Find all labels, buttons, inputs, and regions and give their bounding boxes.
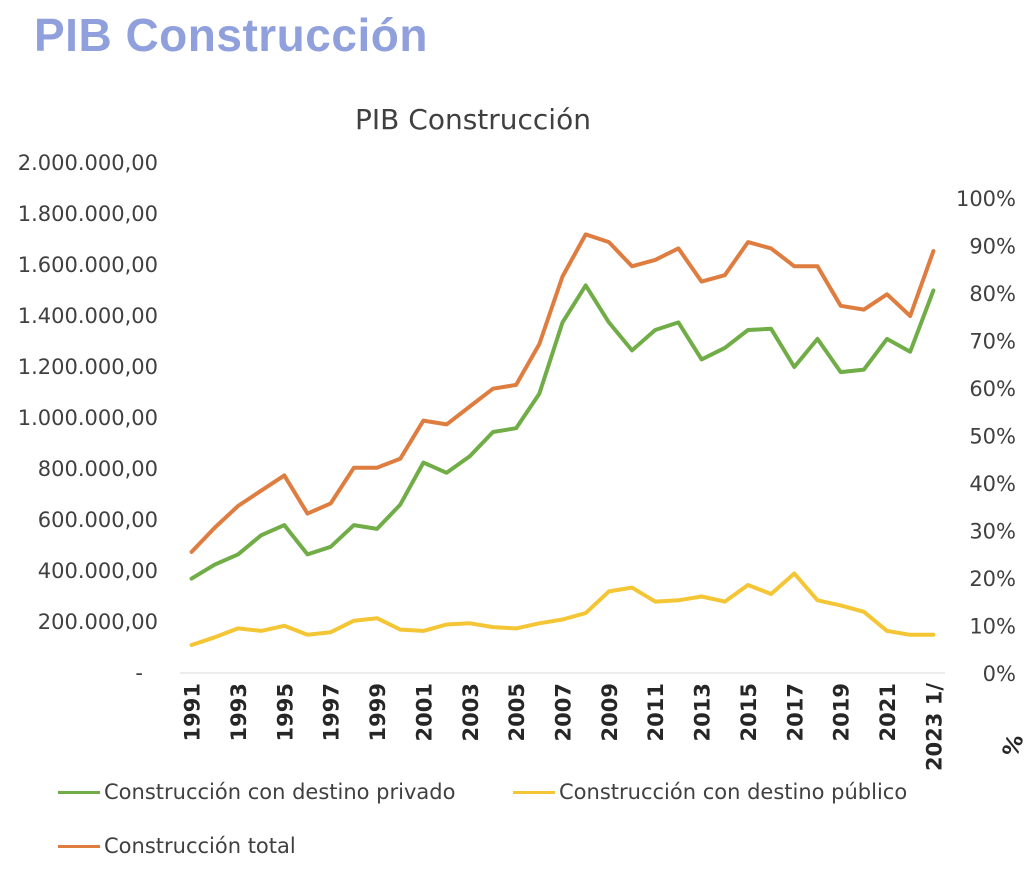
legend-item-privado: Construcción con destino privado (58, 780, 455, 804)
x-tick-label: 2015 (737, 683, 761, 741)
x-axis: 1991 1993 1995 1997 1999 2001 2003 2005 2007 2009… (181, 683, 947, 771)
y2-tick-label: 90% (969, 235, 1016, 259)
x-tick-label: 1997 (320, 683, 344, 741)
x-tick-label: 2017 (783, 683, 807, 741)
legend-item-publico: Construcción con destino público (513, 780, 907, 804)
series-layer (189, 232, 936, 647)
legend-swatch-total (58, 844, 100, 848)
x-tick-label: 2013 (691, 683, 715, 741)
legend-item-total: Construcción total (58, 834, 296, 858)
y2-tick-label: 70% (969, 330, 1016, 354)
x-tick-label: 1993 (227, 683, 251, 741)
page-heading: PIB Construcción (34, 9, 428, 61)
x-tick-label: 1991 (181, 683, 205, 741)
x-tick-label: 2001 (412, 683, 436, 741)
y2-tick-label: 50% (969, 425, 1016, 449)
x-tick-label: 2005 (505, 683, 529, 741)
y2-tick-label: 0% (983, 662, 1016, 686)
y2-tick-label: 60% (969, 377, 1016, 401)
y-tick-label: 1.200.000,00 (18, 355, 158, 379)
y-tick-label: 400.000,00 (38, 559, 158, 583)
x-tick-label: 2007 (552, 683, 576, 741)
x-tick-label: 2003 (459, 683, 483, 741)
series-line-total (189, 232, 936, 554)
chart-title: PIB Construcción (355, 103, 591, 136)
x-tick-label: 2019 (830, 683, 854, 741)
y-tick-label: 1.800.000,00 (18, 202, 158, 226)
legend-swatch-privado (58, 790, 100, 794)
y2-tick-label: 40% (969, 472, 1016, 496)
y-axis-left: - 200.000,00 400.000,00 600.000,00 800.000,0… (18, 151, 158, 685)
y-tick-label: 1.400.000,00 (18, 304, 158, 328)
y-tick-label: 800.000,00 (38, 457, 158, 481)
y2-tick-label: 10% (969, 615, 1016, 639)
y2-tick-label: 100% (956, 187, 1016, 211)
x-tick-label: 2011 (644, 683, 668, 741)
legend-label-total: Construcción total (104, 834, 296, 858)
legend-label-privado: Construcción con destino privado (104, 780, 456, 804)
x-tick-label: 2021 (876, 683, 900, 741)
y-tick-label: 1.000.000,00 (18, 406, 158, 430)
y-tick-label: 200.000,00 (38, 610, 158, 634)
series-line-publico (189, 571, 936, 647)
y2-tick-label: 30% (969, 520, 1016, 544)
legend-label-publico: Construcción con destino público (559, 780, 908, 804)
y-tick-label: 600.000,00 (38, 508, 158, 532)
x-tick-label: 2023 1/ (922, 683, 946, 771)
y-tick-label: 1.600.000,00 (18, 253, 158, 277)
y2-tick-label: 20% (969, 567, 1016, 591)
y-tick-label: - (135, 661, 143, 685)
legend-swatch-publico (513, 790, 555, 794)
y-axis-right: 0% 10% 20% 30% 40% 50% 60% 70% 80% 90% 100% (956, 187, 1016, 686)
y2-tick-label: 80% (969, 282, 1016, 306)
x-tick-label: 1999 (366, 683, 390, 741)
series-line-privado (189, 283, 936, 581)
x-tick-label: 1995 (273, 683, 297, 741)
y-tick-label: 2.000.000,00 (18, 151, 158, 175)
x-tick-label: 2009 (598, 683, 622, 741)
cutoff-label: % (998, 731, 1024, 760)
